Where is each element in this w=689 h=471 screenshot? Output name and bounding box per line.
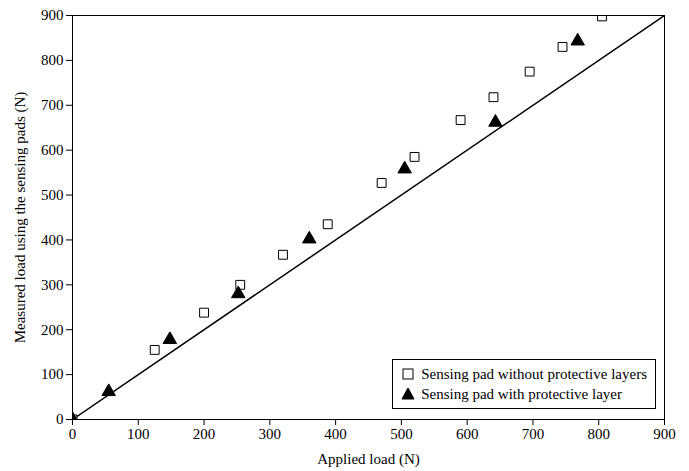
svg-text:500: 500 [41,187,64,203]
svg-text:400: 400 [41,232,64,248]
svg-text:800: 800 [41,52,64,68]
svg-text:400: 400 [324,426,347,442]
svg-text:600: 600 [456,426,479,442]
svg-text:300: 300 [41,277,64,293]
svg-text:700: 700 [522,426,545,442]
svg-text:700: 700 [41,97,64,113]
svg-text:900: 900 [653,426,676,442]
svg-text:500: 500 [390,426,413,442]
svg-text:0: 0 [56,411,64,427]
svg-text:200: 200 [41,322,64,338]
svg-text:Measured load using the sensin: Measured load using the sensing pads (N) [12,92,29,344]
html-text:Sensing pad without protective: Sensing pad without protective layers [421,366,647,382]
html-text:Sensing pad with protective la: Sensing pad with protective layer [421,386,622,402]
svg-text:800: 800 [587,426,610,442]
svg-text:200: 200 [193,426,216,442]
svg-text:900: 900 [41,7,64,23]
svg-text:100: 100 [127,426,150,442]
svg-text:300: 300 [259,426,282,442]
svg-text:100: 100 [41,366,64,382]
svg-text:Applied load (N): Applied load (N) [317,451,419,468]
svg-text:600: 600 [41,142,64,158]
svg-text:0: 0 [69,426,77,442]
